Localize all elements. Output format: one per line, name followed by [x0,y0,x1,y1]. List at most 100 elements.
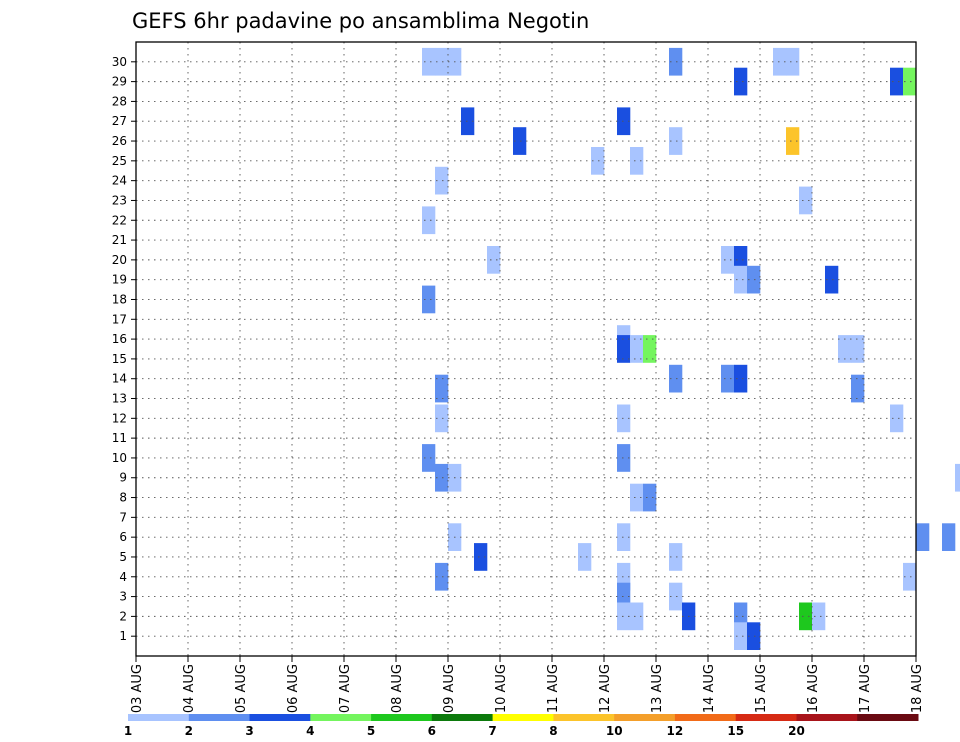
x-axis: 03 AUG 04 AUG 05 AUG 06 AUG 07 AUG 08 AUG 09 A… [130,656,925,713]
data-cell [916,523,930,551]
colorbar-segment [310,714,372,721]
x-tick-label: 07 AUG [338,664,353,713]
colorbar-label: 5 [367,724,375,738]
data-cell [734,622,748,650]
data-cell [435,562,449,591]
y-tick-label: 21 [112,233,127,247]
data-cell [669,127,683,155]
x-tick-label: 03 AUG [130,664,145,713]
colorbar-label: 4 [306,724,314,738]
colorbar-label: 20 [788,724,805,738]
colorbar-segment [128,714,190,721]
data-cell [721,246,735,274]
data-cell [617,602,631,631]
chart-title: GEFS 6hr padavine po ansamblima Negotin [132,9,589,33]
colorbar-segment [796,714,858,721]
y-tick-label: 13 [112,392,127,406]
colorbar-label: 6 [428,724,436,738]
data-cell [903,67,917,96]
y-tick-label: 28 [112,94,127,108]
y-tick-label: 22 [112,213,127,227]
x-tick-label: 09 AUG [442,664,457,713]
x-tick-label: 08 AUG [390,664,405,713]
data-cell [643,335,657,363]
y-tick-label: 5 [119,550,127,564]
data-cell [617,523,631,551]
data-cells [422,47,960,650]
y-tick-label: 15 [112,352,127,366]
data-cell [630,335,644,363]
data-cell [721,364,735,393]
data-cell [630,602,644,631]
grid-lines [136,42,916,656]
colorbar-label: 3 [245,724,253,738]
data-cell [643,483,657,512]
data-cell [617,335,631,363]
y-tick-label: 4 [119,570,127,584]
data-cell [812,602,826,631]
colorbar-segment [735,714,797,721]
data-cell [617,444,631,472]
colorbar-segment [674,714,737,721]
colorbar-segment [431,714,494,721]
data-cell [903,562,917,591]
x-tick-label: 18 AUG [910,664,925,713]
x-tick-label: 06 AUG [286,664,301,713]
colorbar-segment [371,714,433,721]
y-tick-label: 8 [119,491,127,505]
data-cell [747,622,761,650]
y-tick-label: 14 [112,372,127,386]
data-cell [669,582,683,611]
data-cell [435,404,449,433]
x-tick-label: 17 AUG [858,664,873,713]
data-cell [747,265,761,294]
data-cell [617,404,631,433]
x-tick-label: 05 AUG [234,664,249,713]
data-cell [838,335,852,363]
data-cell [734,67,748,96]
colorbar-legend: 1 2 3 4 5 6 7 8 10 12 15 20 [124,714,919,738]
x-tick-label: 12 AUG [598,664,613,713]
data-cell [461,107,475,136]
data-cell [851,374,865,403]
y-tick-label: 16 [112,332,127,346]
y-tick-label: 26 [112,134,127,148]
y-tick-label: 6 [119,530,127,544]
y-tick-label: 30 [112,55,127,69]
colorbar-segment [553,714,615,721]
data-cell [422,285,436,314]
data-cell [786,127,800,155]
data-cell [786,47,800,76]
x-tick-label: 16 AUG [806,664,821,713]
y-tick-label: 25 [112,154,127,168]
data-cell [513,127,527,155]
data-cell [825,265,839,294]
colorbar-label: 2 [185,724,193,738]
y-tick-label: 1 [119,629,127,643]
data-cell [851,335,865,363]
data-cell [591,147,605,175]
x-tick-label: 10 AUG [494,664,509,713]
y-tick-label: 17 [112,312,127,326]
y-tick-label: 23 [112,193,127,207]
data-cell [422,444,436,472]
y-tick-label: 20 [112,253,127,267]
y-tick-label: 18 [112,292,127,306]
y-tick-label: 27 [112,114,127,128]
y-tick-label: 10 [112,451,127,465]
data-cell [799,186,813,215]
y-tick-label: 11 [112,431,127,445]
data-cell [955,463,960,492]
data-cell [799,602,813,631]
data-cell [630,147,644,175]
data-cell [422,47,436,76]
x-tick-label: 11 AUG [546,664,561,713]
data-cell [630,483,644,512]
y-tick-label: 29 [112,75,127,89]
data-cell [734,364,748,393]
y-tick-label: 7 [119,510,127,524]
y-tick-label: 24 [112,174,127,188]
data-cell [773,47,787,76]
data-cell [734,265,748,294]
colorbar-label: 15 [727,724,744,738]
